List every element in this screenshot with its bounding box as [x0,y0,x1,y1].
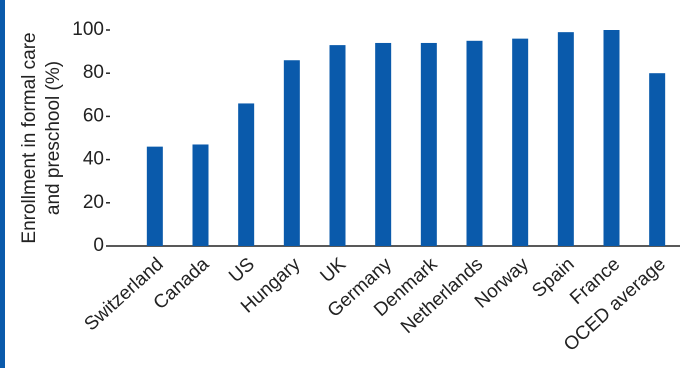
y-tick-label: 20 [83,192,104,213]
y-axis-label: and preschool (%) [43,61,64,215]
bar [649,73,666,246]
y-tick-label: 80 [83,62,104,83]
bar [283,60,300,246]
x-tick-label: UK [317,254,351,287]
bar [329,45,346,247]
y-axis-label: Enrollment in formal care [19,32,40,243]
frame-edge [0,0,5,368]
bar [192,144,209,246]
y-tick-label: 0 [93,235,104,256]
y-tick-label: 40 [83,149,104,170]
bar [466,40,483,246]
x-tick-label: US [225,254,259,287]
bar [512,38,529,246]
bar [603,30,620,246]
y-tick-label: 100 [72,19,104,40]
bar [420,42,437,247]
bar [146,146,163,246]
bar [238,103,255,246]
y-tick-label: 60 [83,105,104,126]
bar [557,32,574,246]
bar [375,42,392,247]
